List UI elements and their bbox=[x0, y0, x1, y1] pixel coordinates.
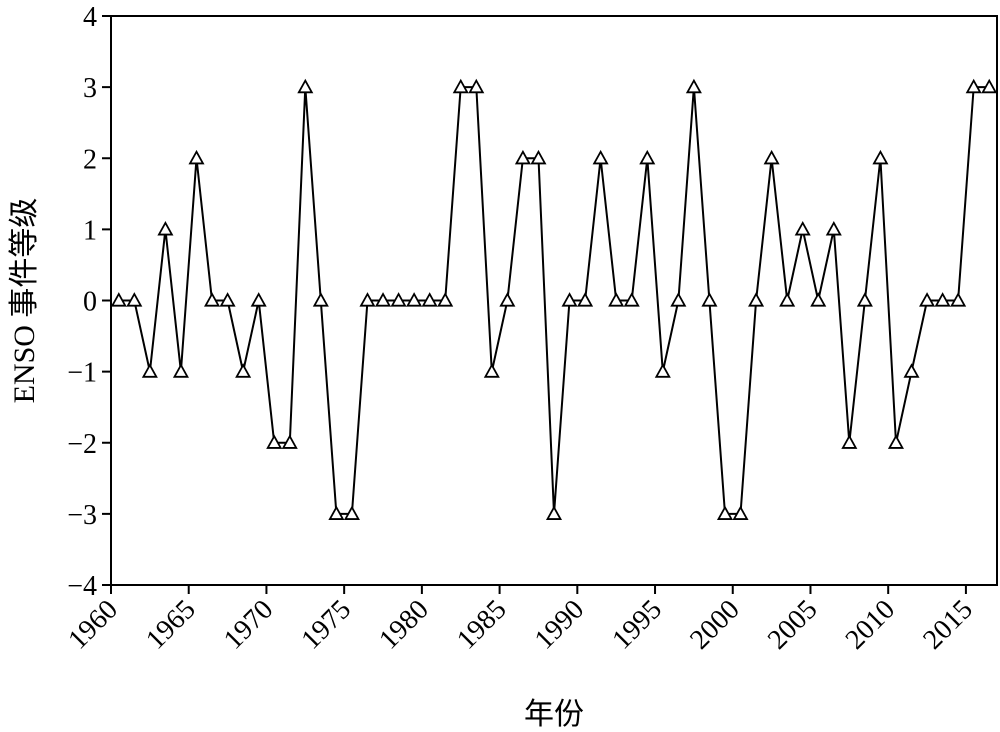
data-point-marker bbox=[887, 434, 904, 449]
data-point-marker bbox=[437, 292, 454, 307]
data-point-marker bbox=[950, 292, 967, 307]
data-point-marker bbox=[872, 149, 889, 165]
data-point-marker bbox=[623, 292, 640, 307]
data-point-marker bbox=[343, 505, 360, 520]
data-point-marker bbox=[266, 434, 283, 449]
y-tick-label: −3 bbox=[67, 500, 97, 531]
data-point-marker bbox=[685, 78, 702, 94]
y-tick-label: −2 bbox=[67, 429, 97, 460]
data-point-marker bbox=[608, 292, 625, 307]
data-point-marker bbox=[965, 78, 982, 94]
x-axis-ticks: 1960 1965 1970 1975 1980 1985 1990 1995 2000 2005… bbox=[62, 585, 979, 656]
y-axis-ticks: −4 −3 −2 −1 0 1 2 3 4 bbox=[67, 2, 111, 602]
data-point-marker bbox=[841, 434, 858, 449]
y-tick-label: 1 bbox=[83, 215, 97, 246]
data-point-marker bbox=[126, 292, 143, 307]
x-tick-label: 1965 bbox=[140, 594, 202, 656]
data-point-marker bbox=[421, 292, 438, 307]
data-point-marker bbox=[297, 78, 314, 94]
data-point-marker bbox=[204, 292, 221, 307]
y-tick-label: −4 bbox=[67, 571, 97, 602]
data-point-marker bbox=[374, 292, 392, 307]
data-point-marker bbox=[856, 292, 873, 307]
data-point-marker bbox=[141, 363, 158, 378]
data-point-marker bbox=[592, 149, 609, 165]
data-point-marker bbox=[763, 149, 780, 165]
data-point-marker bbox=[406, 292, 423, 307]
data-point-marker bbox=[188, 149, 205, 165]
data-point-marker bbox=[903, 363, 920, 378]
data-point-marker bbox=[281, 434, 298, 449]
y-tick-label: 3 bbox=[83, 73, 97, 104]
data-point-marker bbox=[701, 292, 718, 307]
data-point-marker bbox=[825, 221, 842, 236]
x-axis-title: 年份 bbox=[524, 698, 584, 731]
x-tick-label: 1990 bbox=[529, 594, 591, 656]
y-tick-label: 2 bbox=[83, 144, 97, 175]
data-point-marker bbox=[748, 292, 765, 307]
data-point-marker bbox=[312, 292, 329, 307]
y-tick-label: 0 bbox=[83, 287, 97, 318]
data-point-marker bbox=[639, 149, 656, 165]
data-point-marker bbox=[654, 363, 671, 378]
data-point-marker bbox=[328, 505, 345, 520]
x-tick-label: 1995 bbox=[606, 594, 668, 656]
x-tick-label: 2005 bbox=[762, 594, 824, 656]
data-point-marker bbox=[250, 292, 267, 307]
series-markers bbox=[110, 78, 998, 520]
data-point-marker bbox=[779, 292, 796, 307]
data-point-marker bbox=[157, 221, 174, 236]
data-point-marker bbox=[561, 292, 578, 307]
data-point-marker bbox=[530, 149, 547, 165]
x-tick-label: 1985 bbox=[451, 594, 513, 656]
data-point-marker bbox=[483, 363, 500, 378]
data-point-marker bbox=[499, 292, 516, 307]
x-tick-label: 1975 bbox=[296, 594, 358, 656]
y-tick-label: 4 bbox=[83, 2, 97, 33]
data-point-marker bbox=[732, 505, 749, 520]
x-tick-label: 2015 bbox=[917, 594, 979, 656]
series-line bbox=[118, 86, 990, 515]
data-point-marker bbox=[545, 505, 563, 520]
data-point-marker bbox=[934, 292, 951, 307]
x-tick-label: 1980 bbox=[373, 594, 435, 656]
y-tick-label: −1 bbox=[67, 358, 97, 389]
data-point-marker bbox=[514, 149, 531, 165]
data-point-marker bbox=[981, 78, 998, 94]
data-point-marker bbox=[716, 505, 734, 520]
data-point-marker bbox=[577, 292, 594, 307]
data-point-marker bbox=[919, 292, 936, 307]
x-tick-label: 2010 bbox=[840, 594, 902, 656]
x-tick-label: 1970 bbox=[218, 594, 280, 656]
data-point-marker bbox=[390, 292, 407, 307]
data-point-marker bbox=[172, 363, 189, 378]
y-axis-title: ENSO 事件等级 bbox=[8, 198, 41, 404]
data-point-marker bbox=[452, 78, 469, 94]
data-point-marker bbox=[235, 363, 252, 378]
data-point-marker bbox=[670, 292, 687, 307]
data-point-marker bbox=[468, 78, 485, 94]
x-tick-label: 2000 bbox=[684, 594, 746, 656]
data-point-marker bbox=[810, 292, 827, 307]
data-point-marker bbox=[359, 292, 376, 307]
data-point-marker bbox=[794, 221, 811, 236]
x-tick-label: 1960 bbox=[62, 594, 124, 656]
data-point-marker bbox=[219, 292, 236, 307]
data-point-marker bbox=[110, 292, 127, 307]
